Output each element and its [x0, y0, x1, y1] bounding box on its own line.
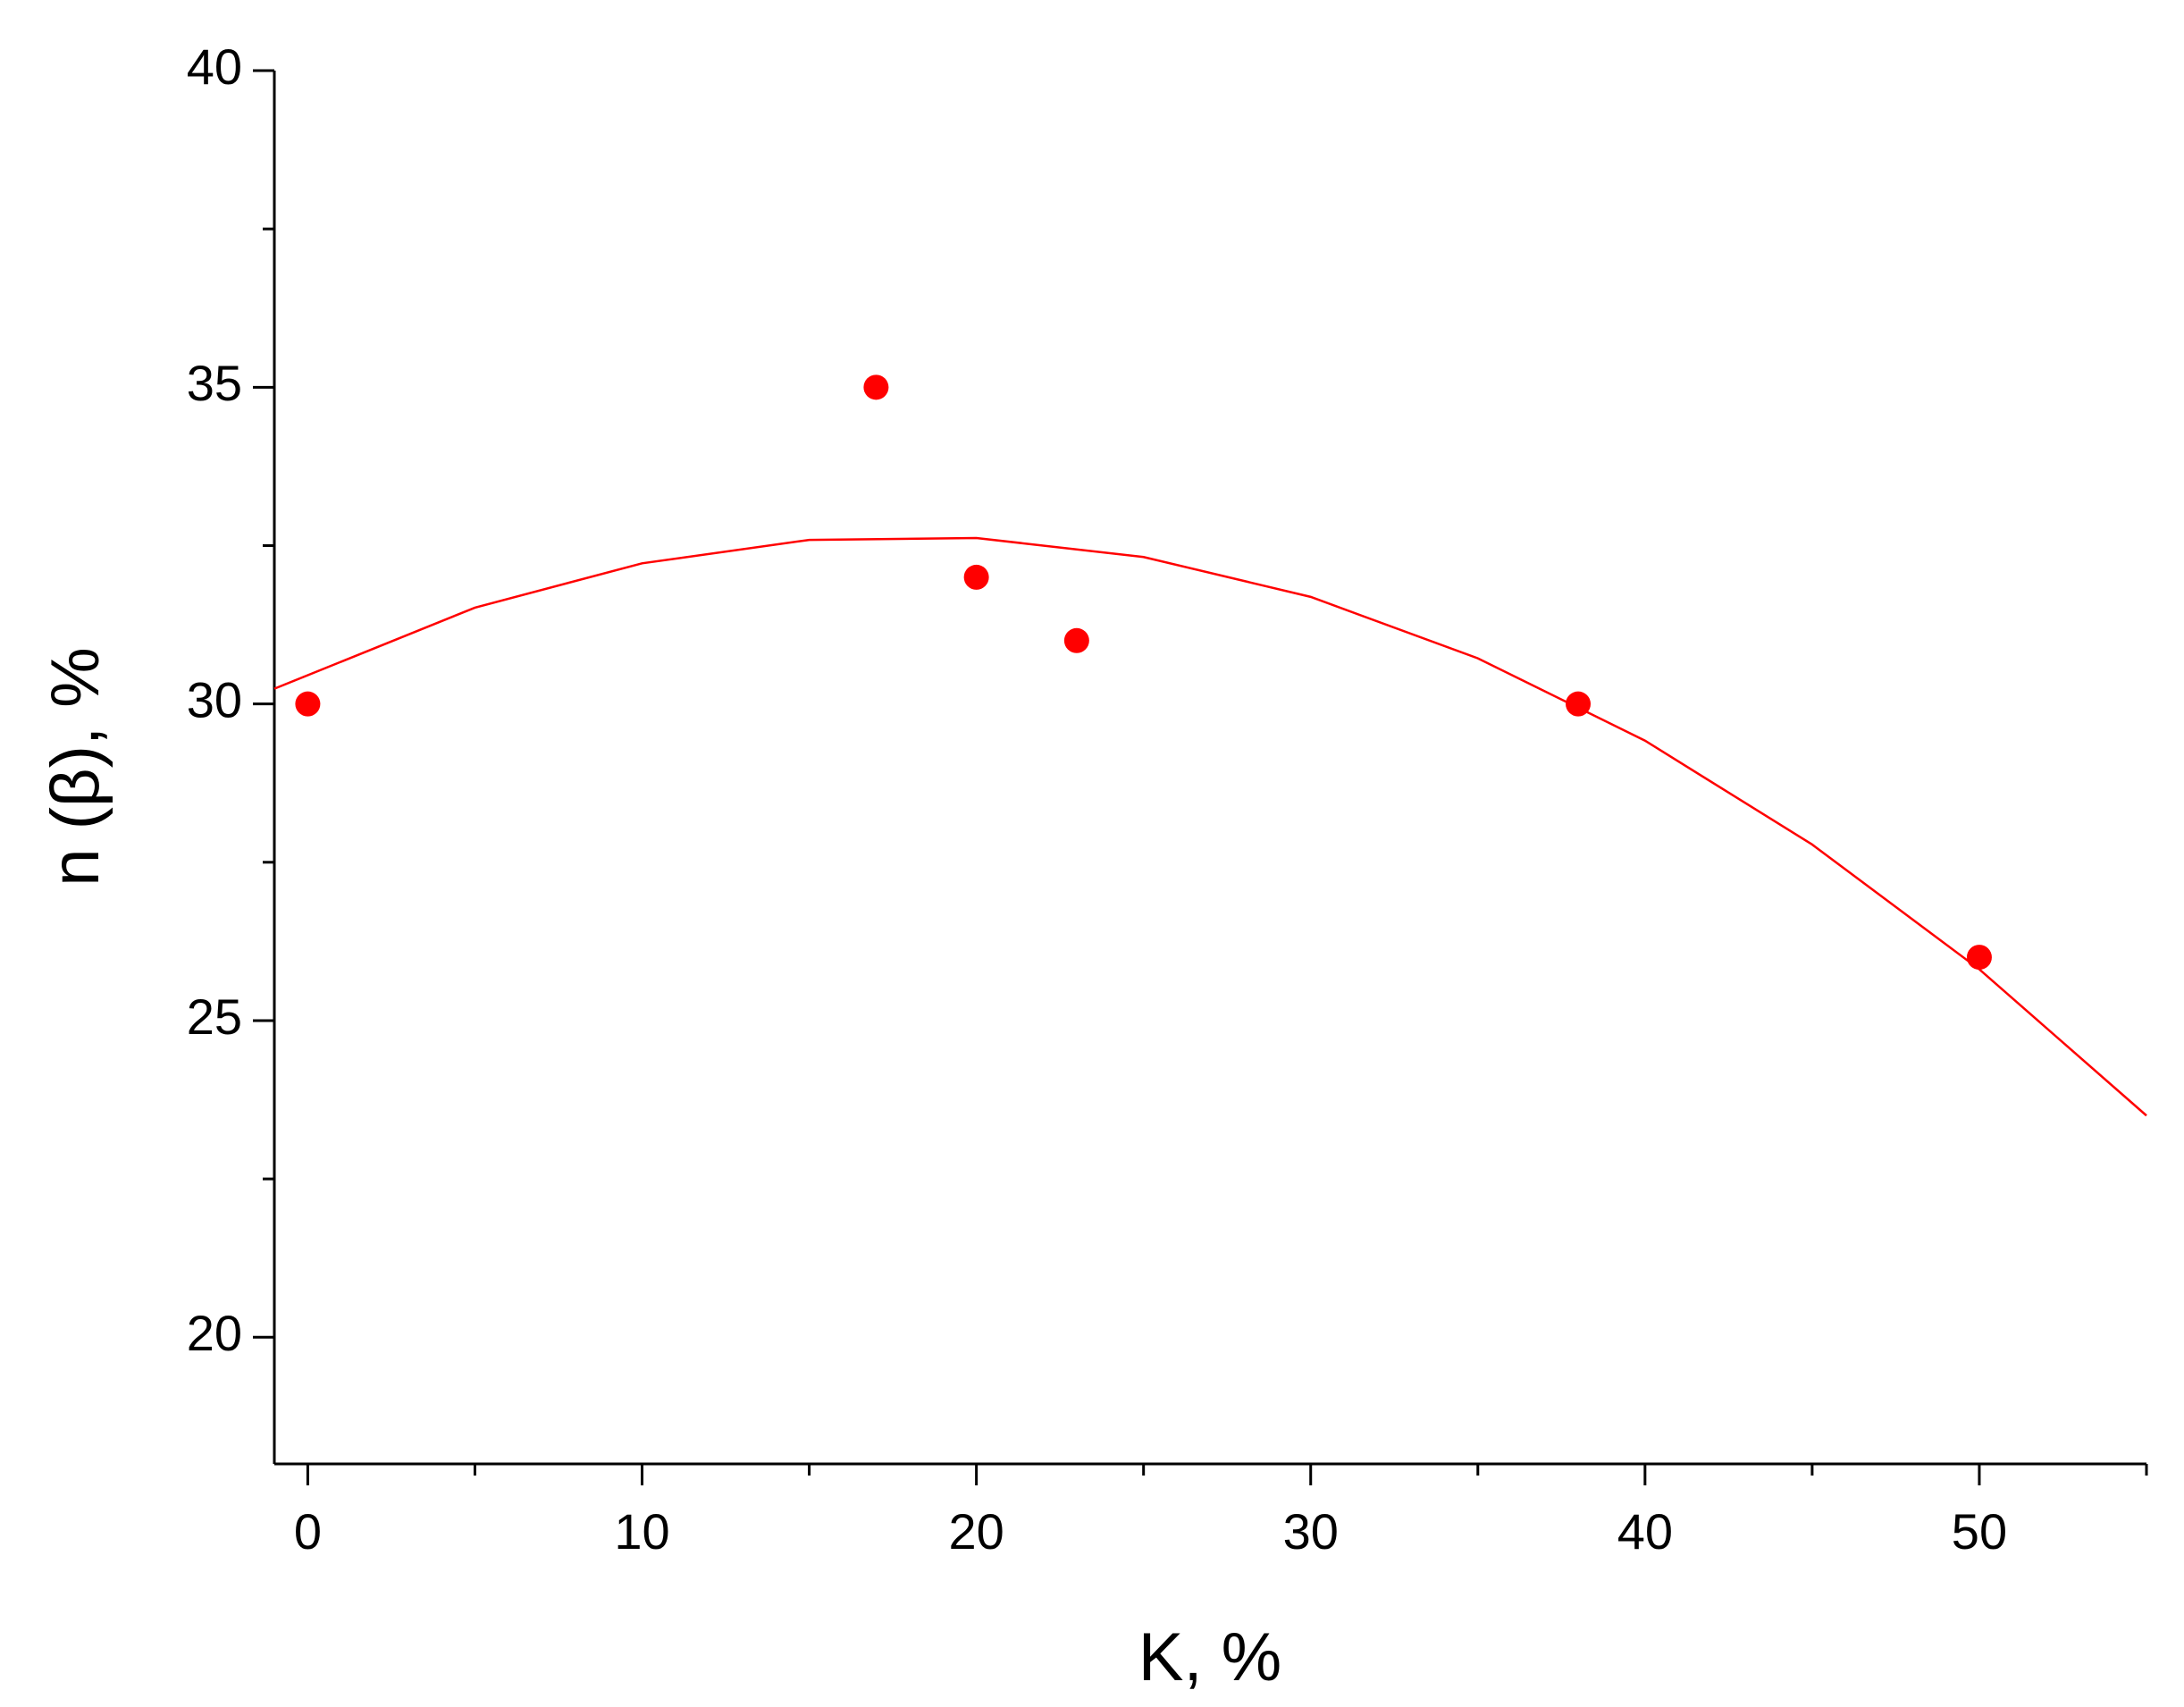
data-point [963, 564, 989, 590]
y-axis-title: n (β), % [38, 647, 113, 887]
data-point [863, 374, 889, 400]
x-tick-label: 0 [294, 1503, 322, 1560]
data-point [1063, 627, 1089, 653]
data-point [295, 691, 321, 717]
fit-curve [273, 536, 2147, 1117]
y-tick-label: 30 [187, 671, 242, 727]
x-tick-label: 20 [948, 1503, 1004, 1560]
x-tick-label: 10 [614, 1503, 669, 1560]
data-point [1966, 945, 1992, 971]
y-tick-label: 35 [187, 355, 242, 411]
x-tick-label: 30 [1283, 1503, 1339, 1560]
y-tick-label: 40 [187, 38, 242, 95]
y-tick-label: 25 [187, 988, 242, 1045]
y-tick-label: 20 [187, 1305, 242, 1361]
x-axis-title: K, % [1138, 1619, 1282, 1695]
x-tick-label: 40 [1617, 1503, 1673, 1560]
x-tick-label: 50 [1952, 1503, 2007, 1560]
